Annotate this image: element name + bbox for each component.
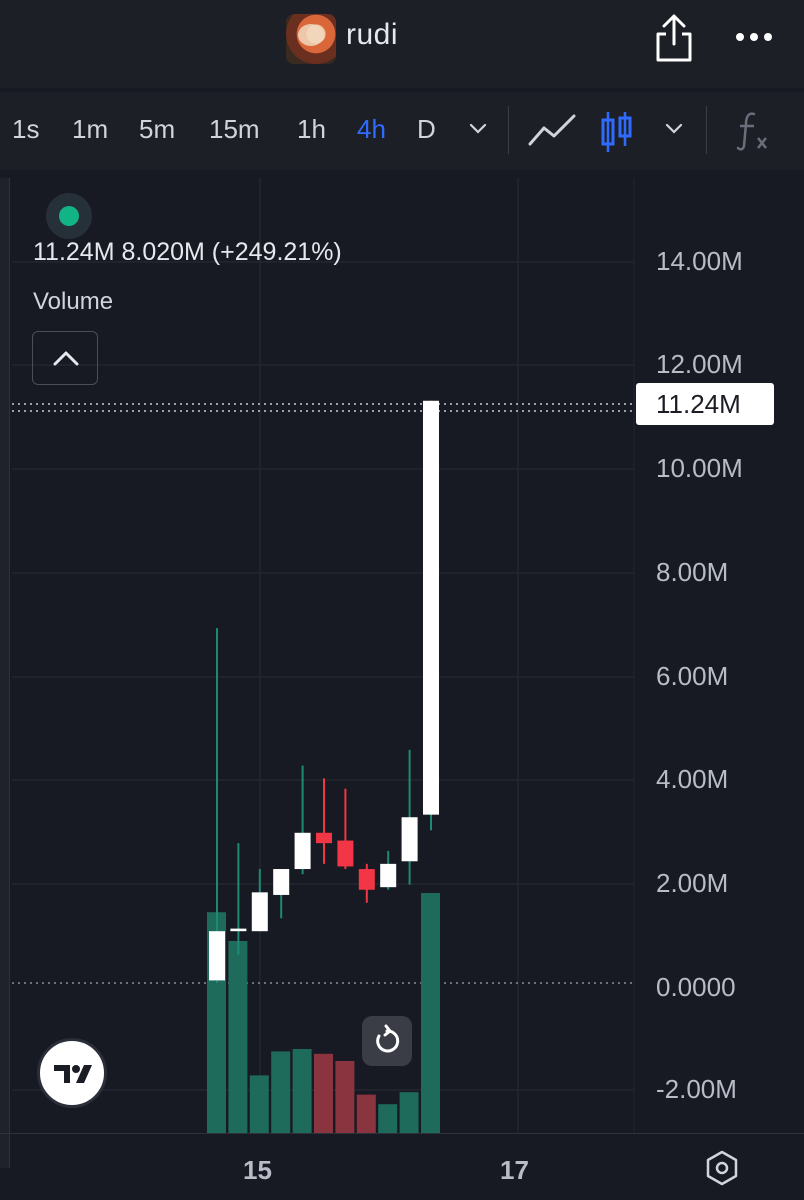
timeframe-15m[interactable]: 15m — [209, 114, 260, 144]
chart-grid — [12, 178, 635, 1133]
timeframe-d[interactable]: D — [417, 114, 436, 144]
timeframe-1h[interactable]: 1h — [297, 114, 326, 144]
more-options-button[interactable] — [728, 22, 780, 52]
more-dots-icon — [736, 33, 772, 41]
candle — [294, 765, 311, 875]
timeframe-1m[interactable]: 1m — [72, 114, 109, 144]
candle-body — [380, 863, 397, 888]
price-axis-label: -2.00M — [656, 1074, 737, 1104]
volume-bar — [271, 1051, 291, 1133]
indicators-fx-icon[interactable] — [734, 108, 774, 152]
candle — [230, 843, 247, 955]
avatar-face — [298, 24, 324, 46]
volume-bar — [314, 1053, 333, 1133]
candle-body — [273, 869, 290, 895]
candlestick-icon[interactable] — [600, 108, 634, 156]
chart-settings-button[interactable] — [700, 1146, 744, 1190]
status-dot — [59, 206, 79, 226]
price-axis-label: 4.00M — [656, 764, 729, 794]
candle-body — [337, 840, 354, 867]
volume-bars — [207, 893, 440, 1133]
token-avatar[interactable] — [286, 14, 336, 64]
volume-bar — [335, 1061, 355, 1133]
timeframe-1s[interactable]: 1s — [12, 114, 40, 144]
chart-toolbar: 1s 1m 5m 15m 1h 4h D — [0, 92, 804, 170]
ohlc-legend: 11.24M 8.020M (+249.21%) — [33, 238, 342, 266]
settings-hexagon-icon — [706, 1150, 738, 1186]
time-axis-label: 17 — [500, 1155, 529, 1185]
candle — [251, 869, 268, 932]
candle-body — [358, 869, 375, 890]
candle — [316, 778, 332, 864]
toolbar-divider — [508, 106, 509, 154]
candle — [358, 863, 375, 903]
price-axis-label: 12.00M — [656, 349, 743, 379]
volume-bar — [378, 1104, 398, 1133]
candle — [380, 850, 397, 890]
last-price-tag: 11.24M — [636, 383, 774, 425]
price-axis-label: 10.00M — [656, 453, 743, 483]
candle — [401, 749, 418, 885]
price-axis-label: 0.0000 — [656, 972, 736, 1002]
candle-body — [401, 817, 418, 862]
reset-icon — [376, 1024, 400, 1053]
candle — [423, 400, 439, 831]
candle — [209, 628, 225, 983]
time-axis-divider — [0, 1133, 804, 1134]
volume-bar — [421, 893, 440, 1133]
volume-bar — [292, 1049, 312, 1133]
token-name[interactable]: rudi — [346, 18, 399, 51]
candles — [209, 400, 439, 983]
volume-bar — [399, 1092, 419, 1133]
candle-body — [423, 400, 439, 815]
volume-indicator-label[interactable]: Volume — [33, 288, 114, 315]
share-button[interactable] — [652, 12, 696, 64]
price-axis-label: 14.00M — [656, 246, 743, 276]
time-axis-label: 15 — [243, 1155, 272, 1185]
tradingview-logo[interactable] — [37, 1038, 107, 1108]
price-axis-label: 8.00M — [656, 557, 729, 587]
candle — [337, 788, 354, 870]
timeframe-4h[interactable]: 4h — [357, 114, 386, 144]
price-axis-label: 2.00M — [656, 868, 729, 898]
volume-bar — [356, 1094, 376, 1133]
chevron-down-icon[interactable] — [662, 116, 686, 140]
candle-body — [316, 832, 332, 844]
line-chart-icon[interactable] — [526, 108, 578, 152]
candle-body — [251, 892, 268, 932]
share-icon — [656, 14, 692, 62]
candle-body — [209, 931, 225, 981]
reset-chart-button[interactable] — [362, 1016, 412, 1066]
timeframe-5m[interactable]: 5m — [139, 114, 176, 144]
candle — [273, 869, 290, 919]
header-bar: rudi — [0, 0, 804, 88]
collapse-legend-button[interactable] — [32, 331, 98, 385]
toolbar-divider — [706, 106, 707, 154]
candle-body — [294, 832, 311, 870]
left-panel-edge[interactable] — [0, 178, 10, 1168]
volume-bar — [249, 1075, 269, 1133]
chevron-down-icon[interactable] — [466, 116, 490, 140]
chevron-up-icon — [53, 351, 79, 366]
candle-body — [230, 928, 247, 932]
price-axis-label: 6.00M — [656, 661, 729, 691]
volume-bar — [228, 941, 248, 1133]
status-indicator[interactable] — [46, 193, 92, 239]
tradingview-logo-icon — [54, 1065, 92, 1083]
